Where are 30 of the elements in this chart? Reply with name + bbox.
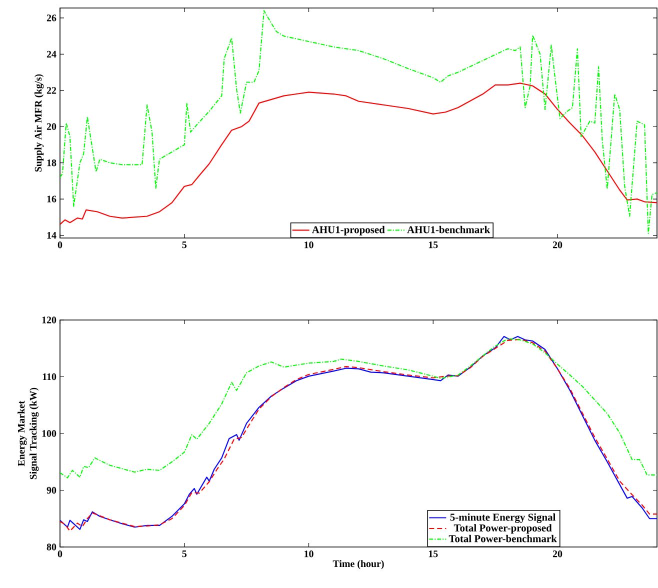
x-tick-label: 5 [182, 242, 187, 248]
y-tick-label: 110 [42, 373, 56, 380]
x-tick-label: 10 [304, 550, 314, 558]
y-tick-label: 80 [46, 544, 56, 550]
x-tick-label: 0 [58, 242, 62, 248]
x-tick-label: 15 [428, 550, 438, 558]
y-tick-label: 14 [47, 232, 56, 239]
y-tick-label: 16 [47, 196, 56, 202]
y-tick-label: 90 [46, 486, 56, 494]
y-tick-label: 120 [42, 316, 56, 324]
y-tick-label: 20 [46, 123, 56, 130]
y-axis-title: Energy Market Signal Tracking (kW) [18, 388, 39, 480]
legend-label: Total Power-proposed [454, 524, 552, 534]
y-tick-label: 100 [42, 430, 56, 437]
legend-label: AHU1-benchmark [407, 226, 490, 234]
x-tick-label: 10 [304, 242, 314, 248]
legend-label: 5-minute Energy Signal [450, 513, 556, 523]
y-axis-title: Supply Air MFR (kg/s) [34, 74, 44, 172]
legend-label: Total Power-benchmark [448, 534, 557, 542]
y-tick-label: 24 [46, 50, 56, 58]
y-tick-label: 22 [46, 87, 56, 94]
x-tick-label: 20 [552, 242, 562, 248]
x-tick-label: 0 [58, 550, 62, 558]
y-tick-label: 26 [46, 14, 56, 22]
y-tick-label: 18 [47, 159, 56, 166]
x-axis-title: Time (hour) [332, 560, 384, 570]
legend-label: AHU1-proposed [312, 226, 385, 236]
x-tick-label: 15 [428, 242, 438, 248]
x-tick-label: 20 [552, 550, 562, 558]
x-tick-label: 5 [182, 550, 187, 558]
